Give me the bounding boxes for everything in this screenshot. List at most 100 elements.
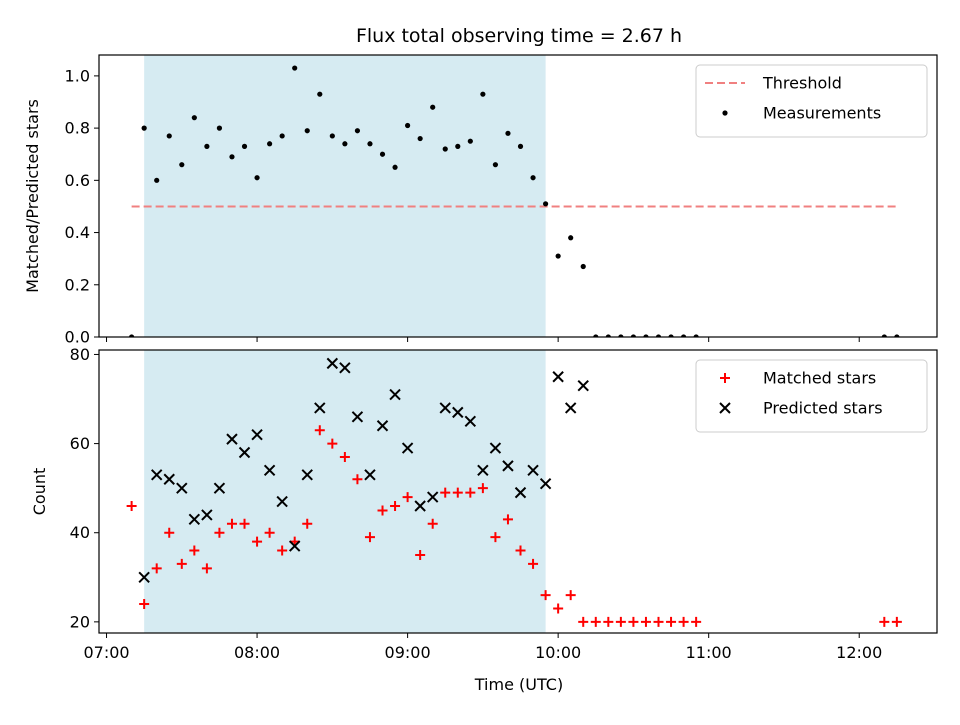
- data-point: [528, 558, 539, 569]
- data-point: [389, 388, 401, 401]
- data-point: [139, 599, 150, 610]
- data-point: [226, 518, 237, 529]
- data-point: [302, 518, 313, 529]
- data-point: [405, 122, 411, 129]
- legend-marker: [719, 402, 731, 414]
- data-point: [288, 540, 301, 552]
- data-point: [314, 425, 325, 436]
- data-point: [439, 402, 451, 414]
- data-point: [263, 464, 276, 477]
- data-point: [427, 518, 438, 529]
- observing-window-shade: [144, 350, 546, 633]
- legend-box: [695, 64, 928, 138]
- x-axis: 07:00 08:00 09:00 10:00 11:00 12:00: [83, 633, 882, 662]
- data-point: [691, 616, 702, 627]
- data-point: [618, 334, 624, 337]
- plot-frame: [98, 349, 938, 634]
- data-point: [577, 379, 589, 392]
- data-point: [539, 477, 552, 490]
- panel-ratio: 0.0 0.2 0.4 0.6 0.8 1.0 Matched/Predicted star…: [23, 54, 938, 347]
- data-point: [201, 509, 213, 521]
- data-point: [480, 91, 486, 97]
- data-point: [628, 616, 639, 627]
- data-point: [238, 446, 251, 459]
- legend-marker: [722, 110, 728, 116]
- data-point: [653, 616, 664, 627]
- data-point: [881, 334, 887, 337]
- data-point: [464, 415, 477, 428]
- data-point: [515, 545, 526, 556]
- data-point: [367, 141, 373, 147]
- data-point: [517, 143, 524, 149]
- data-point: [568, 235, 574, 241]
- data-point: [379, 151, 386, 157]
- plot-frame: [98, 54, 938, 338]
- chart-title: Flux total observing time = 2.67 h: [356, 25, 682, 47]
- data-point: [465, 487, 476, 498]
- data-point: [129, 334, 135, 337]
- data-point: [292, 65, 298, 71]
- data-point: [580, 263, 586, 270]
- data-point: [879, 616, 890, 627]
- data-point: [191, 115, 197, 121]
- data-point: [390, 500, 401, 511]
- legend-label: Threshold: [762, 74, 842, 93]
- y-axis: 0.0 0.2 0.4 0.6 0.8 1.0: [65, 66, 99, 347]
- data-point: [276, 495, 288, 508]
- data-point: [176, 558, 187, 569]
- series-predicted-stars: [138, 357, 589, 583]
- data-point: [891, 616, 902, 627]
- data-point: [477, 464, 489, 477]
- legend-marker: [720, 373, 730, 383]
- data-point: [326, 357, 339, 370]
- data-point: [277, 545, 288, 556]
- data-point: [267, 141, 273, 147]
- plot-area: [129, 55, 900, 337]
- data-point: [417, 135, 423, 142]
- series-measurements: [129, 65, 900, 337]
- y-tick-label: 0.2: [65, 275, 90, 294]
- legend: Threshold Measurements: [695, 64, 928, 138]
- data-point: [693, 334, 699, 337]
- data-point: [354, 128, 361, 134]
- data-point: [502, 460, 514, 472]
- data-point: [426, 491, 439, 503]
- data-point: [264, 527, 275, 538]
- data-point: [254, 175, 260, 181]
- data-point: [442, 146, 448, 152]
- data-point: [555, 253, 561, 259]
- data-point: [552, 371, 564, 383]
- data-point: [351, 411, 364, 423]
- data-point: [542, 201, 549, 207]
- data-point: [392, 164, 398, 170]
- y-tick-label: 60: [70, 434, 90, 453]
- data-point: [251, 428, 263, 441]
- data-point: [216, 125, 223, 131]
- data-point: [414, 500, 426, 512]
- x-tick-label: 09:00: [385, 643, 431, 662]
- data-point: [164, 527, 175, 538]
- data-point: [154, 177, 160, 183]
- data-point: [489, 442, 502, 454]
- y-tick-label: 20: [70, 612, 90, 631]
- data-point: [150, 469, 163, 481]
- data-point: [565, 590, 576, 601]
- data-point: [163, 473, 175, 485]
- data-point: [201, 563, 212, 574]
- data-point: [467, 138, 473, 144]
- data-point: [126, 500, 137, 511]
- y-tick-label: 0.6: [65, 171, 90, 190]
- data-point: [329, 133, 335, 139]
- data-point: [339, 362, 351, 374]
- data-point: [279, 133, 285, 139]
- y-tick-label: 0.0: [65, 328, 90, 347]
- x-tick-label: 11:00: [686, 643, 732, 662]
- data-point: [530, 175, 536, 181]
- plot-area: [126, 350, 902, 633]
- data-point: [252, 536, 263, 547]
- y-tick-label: 1.0: [65, 66, 90, 85]
- y-tick-label: 40: [70, 523, 90, 542]
- data-point: [527, 464, 539, 477]
- data-point: [440, 487, 451, 498]
- series-matched-stars: [126, 425, 902, 627]
